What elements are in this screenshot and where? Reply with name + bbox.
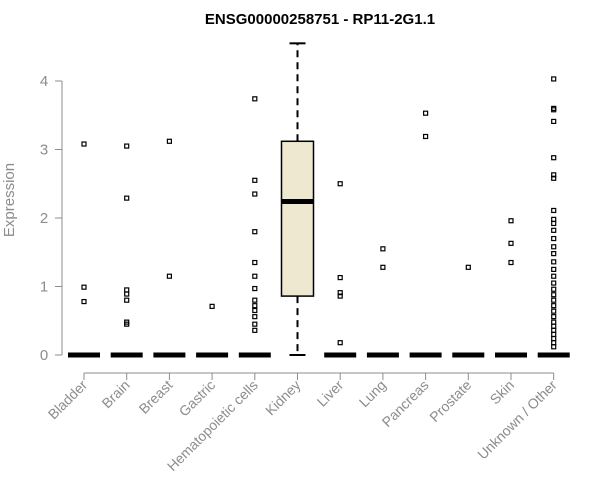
y-tick-label: 3 [40,142,48,159]
outlier-point [252,259,258,266]
outlier-point [551,340,557,346]
outlier-point [252,273,258,279]
outlier-point [508,240,514,246]
y-tick-label: 1 [40,279,48,296]
outlier-point [124,143,130,149]
outlier-point [551,280,557,286]
outlier-point [551,235,557,242]
y-tick-label: 4 [40,73,48,90]
outlier-point [252,314,258,320]
outlier-point [252,321,258,327]
outlier-point [252,96,258,102]
outlier-point [81,284,87,290]
outlier-point [209,303,215,309]
outlier-point [380,246,386,252]
outlier-point [380,264,386,270]
outlier-point [252,327,258,333]
outlier-point [551,286,557,292]
outlier-point [551,251,557,257]
outlier-point [465,264,471,270]
outlier-point [551,259,557,265]
outlier-point [81,298,87,305]
outlier-point [81,141,87,147]
outlier-point [551,327,557,333]
x-tick-label: Skin [487,377,518,408]
outlier-point [551,323,557,329]
outlier-point [508,218,514,224]
chart-title: ENSG00000258751 - RP11-2G1.1 [205,11,435,28]
x-tick-label: Liver [314,377,347,410]
x-tick-label: Lung [356,377,389,410]
outlier-point [551,319,557,325]
outlier-point [166,138,172,144]
outlier-point [252,303,258,309]
outlier-point [337,274,343,281]
outlier-point [337,181,343,187]
outlier-point [508,259,514,266]
x-tick-label: Pancreas [379,377,432,430]
axes: 0 1 2 3 4 [40,73,555,380]
outlier-point [252,285,258,292]
outlier-point [252,229,258,235]
outlier-point [337,293,343,299]
y-tick-label: 2 [40,210,48,227]
iqr-box [280,140,315,297]
outlier-point [551,297,557,303]
outlier-point [551,273,557,279]
y-tick-label: 0 [40,347,48,364]
outlier-point [551,244,557,250]
x-tick-label: Kidney [262,377,304,419]
outlier-point [551,76,557,82]
outliers [81,76,557,350]
outlier-point [124,297,130,303]
boxes [68,42,570,358]
outlier-point [551,175,557,181]
outlier-point [551,303,557,309]
outlier-point [551,220,557,227]
outlier-point [252,307,258,314]
outlier-point [551,308,557,314]
outlier-point [551,335,557,342]
outlier-point [551,344,557,350]
x-tick-label: Bladder [45,377,91,423]
outlier-point [551,227,557,233]
outlier-point [124,321,130,327]
x-tick-label: Prostate [426,377,474,425]
outlier-point [551,216,557,222]
outlier-point [252,191,258,197]
x-tick-label: Unknown / Other [474,377,560,463]
outlier-point [423,133,429,140]
y-axis-label: Expression [1,163,18,237]
outlier-point [252,297,258,303]
outlier-point [551,118,557,125]
outlier-point [337,340,343,346]
outlier-point [551,155,557,161]
x-tick-label: Breast [136,377,176,417]
x-tick-label: Brain [98,377,132,411]
x-tick-label: Gastric [176,377,219,420]
outlier-point [551,107,557,113]
outlier-point [252,177,258,183]
outlier-point [423,110,429,116]
outlier-point [551,331,557,338]
outlier-point [551,207,557,214]
outlier-point [551,266,557,272]
outlier-point [124,195,130,201]
outlier-point [166,273,172,279]
outlier-point [551,292,557,298]
outlier-point [124,291,130,297]
outlier-point [124,287,130,293]
outlier-point [551,314,557,320]
